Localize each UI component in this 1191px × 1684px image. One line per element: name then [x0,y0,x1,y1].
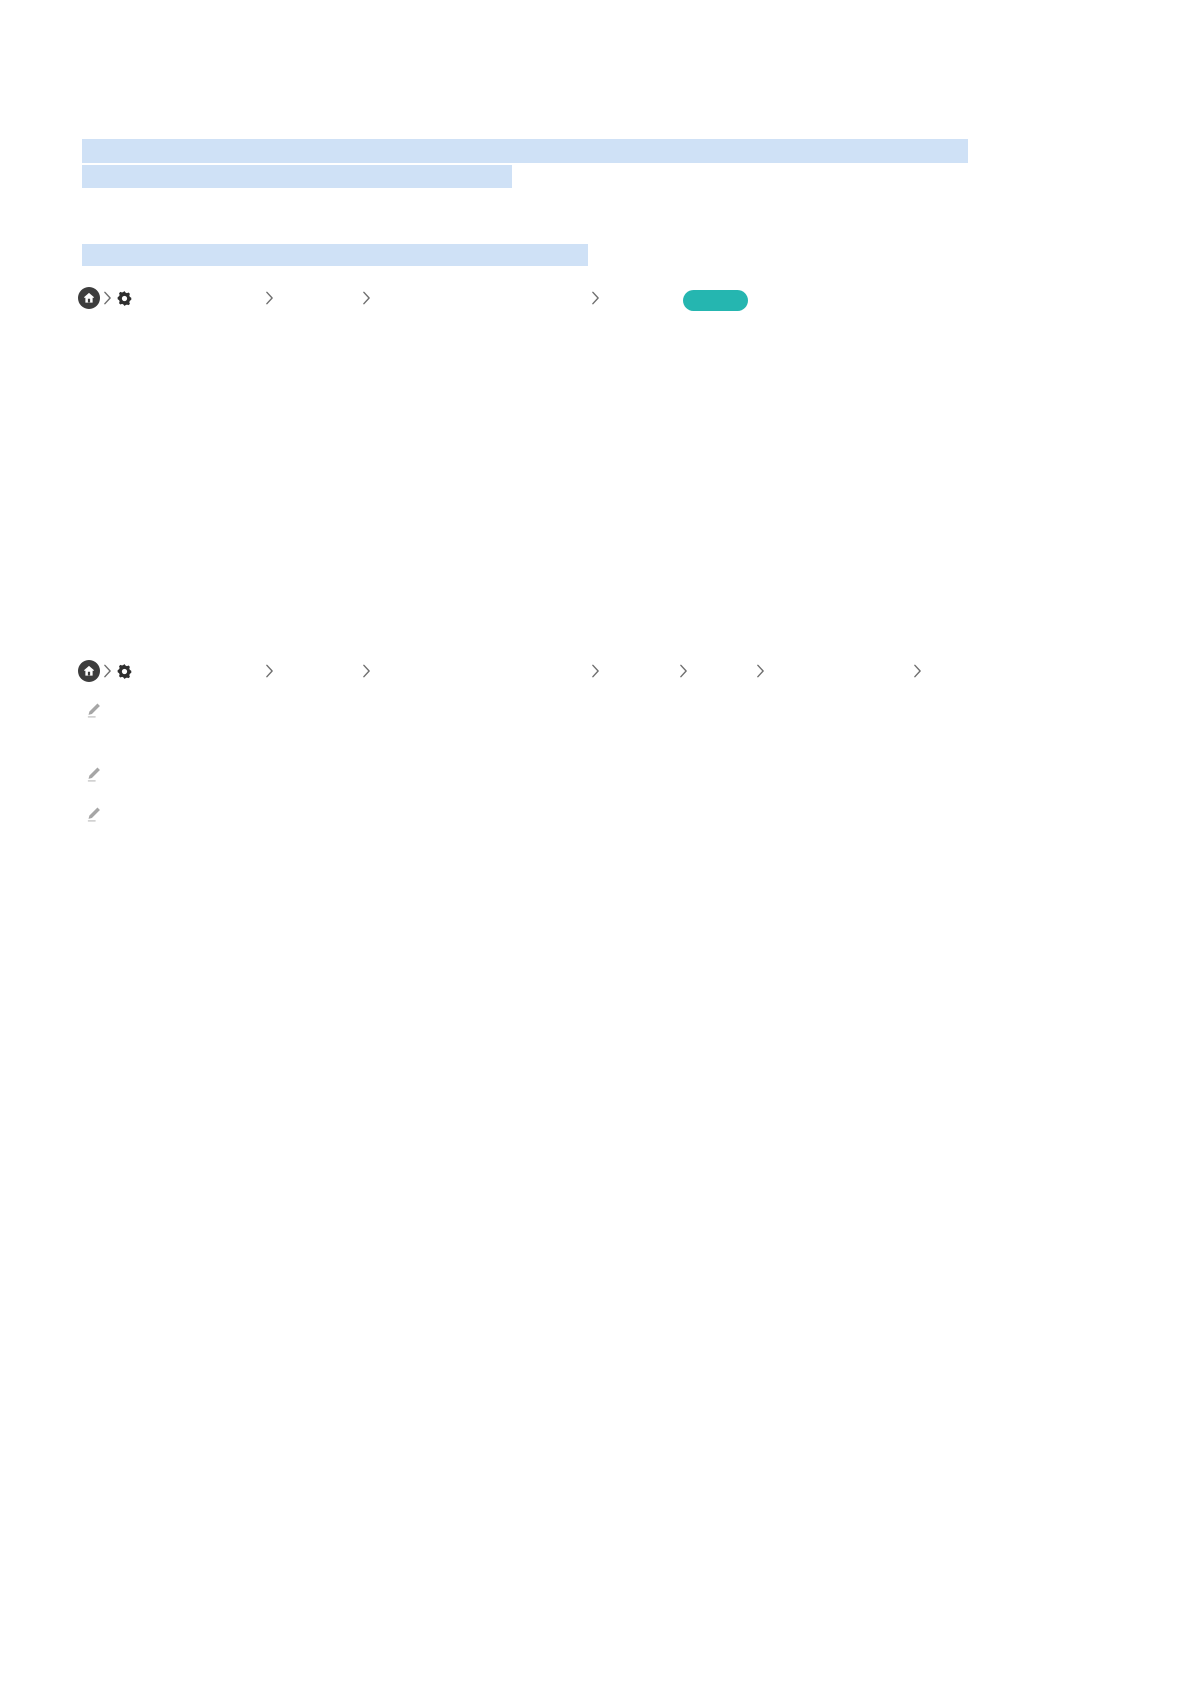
breadcrumb-label-5[interactable] [690,661,753,681]
chevron-right-icon [588,288,602,308]
breadcrumb-label-4[interactable] [602,288,674,308]
pencil-note-icon [85,765,103,783]
pencil-note-icon [85,805,103,823]
chevron-right-icon [100,288,114,308]
heading-section [82,244,588,266]
breadcrumb-label-1[interactable] [134,288,262,308]
breadcrumb-label-3[interactable] [373,661,588,681]
chevron-right-icon [588,661,602,681]
heading-secondary [82,165,512,188]
breadcrumb-label-1[interactable] [134,661,262,681]
chevron-right-icon [359,288,373,308]
heading-primary [82,139,968,163]
chevron-right-icon [753,661,767,681]
gear-icon[interactable] [114,661,134,681]
breadcrumb-secondary[interactable] [78,658,964,684]
chevron-right-icon [359,661,373,681]
try-now-button[interactable] [683,290,748,311]
breadcrumb-label-2[interactable] [276,661,359,681]
breadcrumb-label-6[interactable] [767,661,910,681]
chevron-right-icon [910,661,924,681]
pencil-note-icon [85,701,103,719]
chevron-right-icon [100,661,114,681]
chevron-right-icon [262,661,276,681]
home-icon[interactable] [78,660,100,682]
chevron-right-icon [676,661,690,681]
gear-icon[interactable] [114,288,134,308]
chevron-right-icon [262,288,276,308]
breadcrumb-primary[interactable] [78,285,674,311]
breadcrumb-label-4[interactable] [602,661,676,681]
breadcrumb-label-7[interactable] [924,661,964,681]
home-icon[interactable] [78,287,100,309]
breadcrumb-label-3[interactable] [373,288,588,308]
breadcrumb-label-2[interactable] [276,288,359,308]
